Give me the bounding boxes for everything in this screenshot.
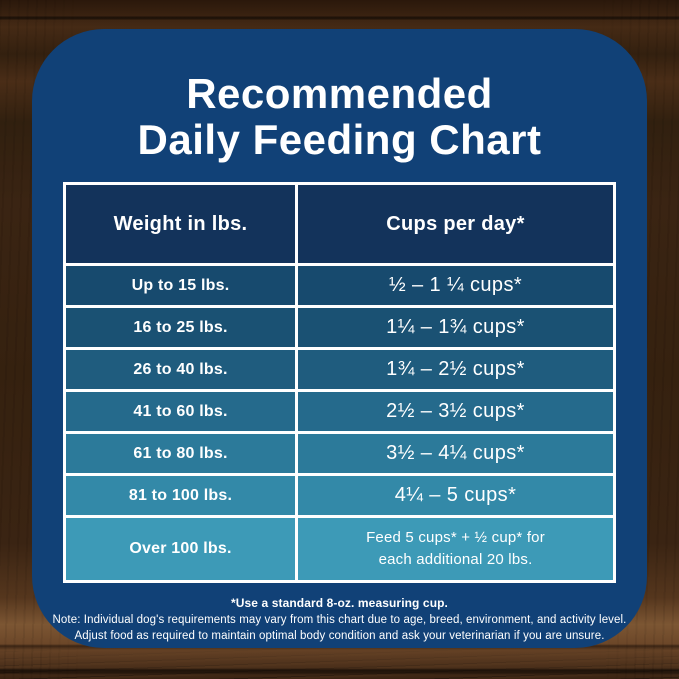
footnotes: *Use a standard 8-oz. measuring cup. Not… <box>32 595 647 644</box>
feeding-chart-card: Recommended Daily Feeding Chart Weight i… <box>32 29 647 648</box>
footnote-disclaimer-1: Note: Individual dog's requirements may … <box>52 614 627 627</box>
feeding-table: Weight in lbs. Cups per day* Up to 15 lb… <box>63 182 616 583</box>
footnote-measuring-cup: *Use a standard 8-oz. measuring cup. <box>231 596 448 610</box>
table-row-cups: 1¾ – 2½ cups* <box>298 350 613 389</box>
table-row-cups: Feed 5 cups* + ½ cup* for each additiona… <box>298 518 613 580</box>
column-header-weight: Weight in lbs. <box>66 185 295 263</box>
table-row-cups: 2½ – 3½ cups* <box>298 392 613 431</box>
table-row-weight: 61 to 80 lbs. <box>66 434 295 473</box>
table-row-weight: 16 to 25 lbs. <box>66 308 295 347</box>
table-row-cups: 4¼ – 5 cups* <box>298 476 613 515</box>
cups-note-line-2: each additional 20 lbs. <box>378 551 533 568</box>
table-row-cups: 1¼ – 1¾ cups* <box>298 308 613 347</box>
title-line-1: Recommended <box>186 70 493 117</box>
table-row-cups: ½ – 1 ¼ cups* <box>298 266 613 305</box>
page-title: Recommended Daily Feeding Chart <box>32 70 647 164</box>
table-row-weight: 26 to 40 lbs. <box>66 350 295 389</box>
footnote-disclaimer-2: Adjust food as required to maintain opti… <box>74 629 605 642</box>
title-line-2: Daily Feeding Chart <box>137 116 542 164</box>
table-row-cups: 3½ – 4¼ cups* <box>298 434 613 473</box>
table-row-weight: Up to 15 lbs. <box>66 266 295 305</box>
table-row-weight: 81 to 100 lbs. <box>66 476 295 515</box>
table-row-weight: Over 100 lbs. <box>66 518 295 580</box>
column-header-cups: Cups per day* <box>298 185 613 263</box>
table-row-weight: 41 to 60 lbs. <box>66 392 295 431</box>
cups-note-line-1: Feed 5 cups* + ½ cup* for <box>366 529 545 547</box>
